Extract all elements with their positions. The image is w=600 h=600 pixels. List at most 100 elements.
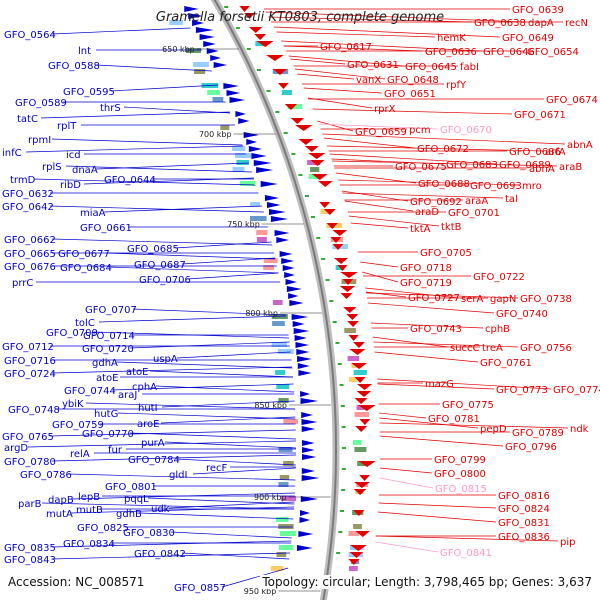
left-gene-label: GFO_0724 xyxy=(4,369,56,380)
left-leader-line xyxy=(49,429,296,437)
left-leader-line xyxy=(110,84,219,92)
right-leader-line xyxy=(375,535,559,542)
right-gene-label: recN xyxy=(565,18,588,29)
forward-gene-arrow xyxy=(248,146,262,152)
right-gene-label: treA xyxy=(482,343,503,354)
cog-color-block xyxy=(220,125,230,130)
left-leader-line xyxy=(132,308,286,316)
reverse-gene-arrow xyxy=(290,118,304,124)
left-leader-line xyxy=(174,241,272,249)
left-gene-label: lnt xyxy=(78,46,91,57)
left-leader-line xyxy=(181,257,276,265)
cog-color-block xyxy=(278,447,293,452)
right-gene-label: GFO_0686 xyxy=(509,147,561,158)
reverse-gene-arrow xyxy=(266,55,284,61)
left-gene-label: pqqL xyxy=(124,494,149,505)
forward-gene-arrow xyxy=(210,55,221,61)
right-gene-label: GFO_0800 xyxy=(434,469,486,480)
right-leader-line xyxy=(379,477,434,489)
left-gene-label: gldI xyxy=(169,470,187,481)
right-leader-line xyxy=(338,179,521,186)
cog-color-block xyxy=(277,349,294,354)
cog-color-block xyxy=(194,69,206,74)
right-gene-label: GFO_0638 xyxy=(474,18,526,29)
reverse-gene-arrow xyxy=(249,27,263,33)
left-leader-line xyxy=(175,458,296,466)
reverse-gene-arrow xyxy=(308,153,326,159)
left-gene-label: dnaA xyxy=(72,165,98,176)
right-gene-label: GFO_0659 xyxy=(355,127,407,138)
left-gene-label: icd xyxy=(66,150,81,161)
cog-color-block xyxy=(185,48,202,53)
reverse-gene-arrow xyxy=(355,426,368,432)
right-gene-label: pepD xyxy=(480,424,507,435)
cog-color-block xyxy=(354,412,370,417)
right-gene-label: fabI xyxy=(460,62,479,73)
left-leader-line xyxy=(95,64,212,72)
leader-line-layer xyxy=(25,8,569,588)
left-leader-line xyxy=(49,205,264,213)
cog-color-block xyxy=(356,405,365,410)
reverse-gene-arrow xyxy=(346,314,359,320)
cog-color-block xyxy=(283,419,298,424)
scale-label: 650 kbp xyxy=(162,45,195,54)
left-gene-label: udk xyxy=(151,504,170,515)
right-leader-line xyxy=(344,200,414,212)
right-gene-label: GFO_0654 xyxy=(527,47,579,58)
forward-gene-arrow xyxy=(289,300,304,306)
right-gene-label: GFO_0636 xyxy=(425,47,477,58)
right-leader-line xyxy=(268,16,473,23)
left-gene-label: rplT xyxy=(57,121,77,132)
forward-gene-arrow xyxy=(256,167,274,173)
right-gene-label: GFO_0781 xyxy=(428,414,480,425)
scale-label: 850 kbp xyxy=(254,401,287,410)
right-gene-label: GFO_0722 xyxy=(473,272,525,283)
right-gene-label: GFO_0639 xyxy=(512,5,564,16)
forward-gene-arrow xyxy=(291,314,309,320)
forward-gene-arrow xyxy=(301,440,315,446)
reverse-gene-arrow xyxy=(332,230,348,236)
left-gene-label: relA xyxy=(70,449,90,460)
left-gene-label: GFO_0676 xyxy=(4,262,56,273)
right-leader-line xyxy=(303,87,383,94)
forward-gene-arrow xyxy=(298,531,314,537)
left-leader-line xyxy=(139,512,294,520)
cog-color-block xyxy=(263,265,274,270)
cog-color-block xyxy=(276,552,287,557)
left-gene-label: GFO_0780 xyxy=(4,457,56,468)
left-leader-line xyxy=(155,385,295,393)
left-gene-label: GFO_0684 xyxy=(60,263,112,274)
right-leader-line xyxy=(372,336,449,348)
gc-skew-marker xyxy=(275,111,280,113)
left-gene-label: thrS xyxy=(100,103,121,114)
left-gene-label: GFO_0589 xyxy=(15,98,67,109)
right-gene-label: GFO_0646 xyxy=(483,47,535,58)
gc-skew-marker xyxy=(310,216,315,218)
right-gene-label: rpfY xyxy=(446,80,467,91)
label-layer: 650 kbp 700 kbp 750 kbp 800 kbp 850 kbp 900 k… xyxy=(2,5,600,596)
left-gene-label: GFO_0706 xyxy=(139,275,191,286)
gc-skew-marker xyxy=(341,426,346,428)
reverse-gene-arrow xyxy=(298,139,314,145)
reverse-gene-arrow xyxy=(304,146,319,152)
reverse-gene-arrow xyxy=(332,244,344,250)
left-gene-label: GFO_0759 xyxy=(52,420,104,431)
gc-skew-marker xyxy=(340,405,345,407)
left-leader-line xyxy=(51,138,243,146)
right-leader-line xyxy=(297,73,355,80)
reverse-gene-arrow xyxy=(310,160,325,166)
left-gene-label: GFO_0588 xyxy=(48,61,100,72)
left-leader-line xyxy=(93,331,289,339)
cog-color-block xyxy=(279,475,290,480)
right-leader-line xyxy=(379,467,433,474)
forward-gene-arrow xyxy=(206,48,219,54)
cog-color-block xyxy=(263,258,278,263)
left-gene-label: fur xyxy=(108,445,123,456)
right-leader-line xyxy=(360,261,399,268)
left-gene-label: rplS xyxy=(42,162,62,173)
left-leader-line xyxy=(181,552,290,560)
left-gene-label: GFO_0834 xyxy=(63,539,115,550)
right-leader-line xyxy=(265,11,527,23)
forward-gene-arrow xyxy=(184,6,199,12)
